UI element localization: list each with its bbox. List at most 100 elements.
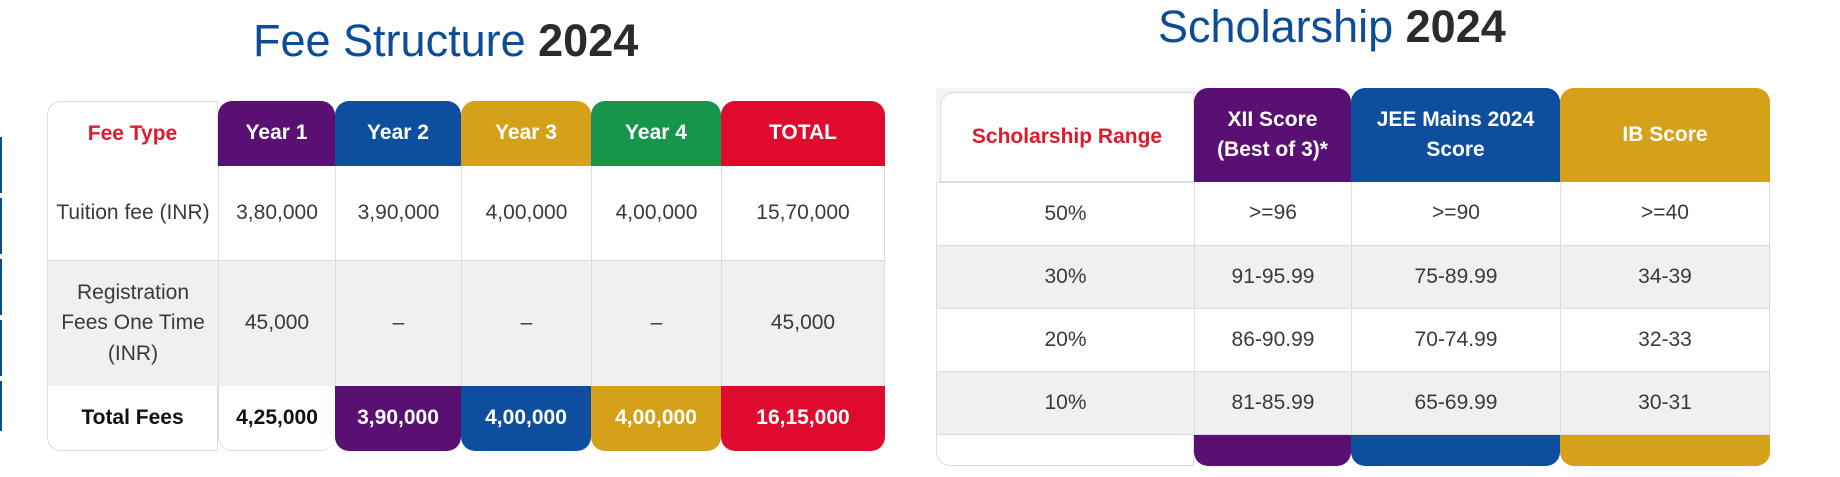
sch-cell-text: >=96 [1249, 201, 1297, 225]
sch-cell-text: 91-95.99 [1231, 264, 1315, 288]
fee-title-text: Fee Structure [253, 15, 526, 66]
fee-footer-year-3: 4,00,000 [461, 386, 591, 451]
sch-header-xii-score: XII Score (Best of 3)* [1194, 88, 1351, 182]
fee-row-tuition-total: 15,70,000 [721, 166, 885, 261]
sch-header-range: Scholarship Range [936, 88, 1194, 182]
fee-footer-year-1: 4,25,000 [218, 386, 335, 451]
fee-cell-text: 4,00,000 [615, 200, 698, 224]
fee-cell-text: Registration Fees One Time (INR) [61, 280, 205, 365]
fee-row-tuition-year-3: 4,00,000 [461, 166, 591, 261]
edge-bar [0, 259, 2, 315]
fee-structure-title: Fee Structure 2024 [253, 18, 638, 63]
sch-row-jee: 70-74.99 [1351, 309, 1560, 372]
fee-title-year: 2024 [538, 15, 639, 66]
fee-header-total: TOTAL [721, 101, 885, 166]
fee-header-fee-type: Fee Type [47, 101, 218, 166]
sch-cell-text: 10% [1044, 390, 1087, 414]
sch-row-range: 10% [936, 372, 1194, 435]
fee-header-label: Year 4 [625, 121, 687, 145]
sch-footer-range [936, 435, 1194, 466]
sch-footer-ib [1560, 435, 1770, 466]
fee-header-label: Fee Type [87, 121, 178, 145]
sch-cell-text: >=90 [1432, 201, 1480, 225]
fee-footer-text: 4,00,000 [615, 406, 697, 430]
fee-row-registration-year-4: – [591, 261, 721, 386]
sch-row-xii: 81-85.99 [1194, 372, 1351, 435]
fee-row-registration-year-2: – [335, 261, 461, 386]
fee-footer-total-fees-label: Total Fees [47, 386, 218, 451]
sch-cell-text: 75-89.99 [1414, 264, 1498, 288]
sch-header-jee-score: JEE Mains 2024 Score [1351, 88, 1560, 182]
fee-footer-text: 4,25,000 [236, 405, 318, 429]
fee-header-label: TOTAL [768, 121, 838, 145]
sch-header-label: IB Score [1622, 122, 1708, 146]
fee-cell-text: 45,000 [770, 311, 836, 335]
fee-row-registration-year-1: 45,000 [218, 261, 335, 386]
sch-cell-text: 70-74.99 [1414, 327, 1498, 351]
scholarship-title-text: Scholarship [1158, 1, 1394, 52]
edge-bar [0, 137, 2, 193]
sch-cell-text: >=40 [1641, 201, 1689, 225]
fee-row-tuition-year-1: 3,80,000 [218, 166, 335, 261]
fee-cell-text: 3,80,000 [236, 200, 318, 224]
edge-bar [0, 320, 2, 376]
edge-bar [0, 198, 2, 254]
sch-cell-text: 34-39 [1638, 264, 1692, 288]
fee-footer-year-2: 3,90,000 [335, 386, 461, 451]
scholarship-title-year: 2024 [1405, 1, 1506, 52]
fee-row-registration-total: 45,000 [721, 261, 885, 386]
fee-row-registration-label: Registration Fees One Time (INR) [47, 261, 218, 386]
fee-header-year-1: Year 1 [218, 101, 335, 166]
fee-header-year-3: Year 3 [461, 101, 591, 166]
sch-header-label: Scholarship Range [971, 124, 1163, 148]
fee-cell-text: 45,000 [244, 311, 310, 335]
sch-row-xii: 91-95.99 [1194, 246, 1351, 309]
sch-header-ib-score: IB Score [1560, 88, 1770, 182]
fee-cell-text: Tuition fee (INR) [56, 200, 210, 224]
fee-header-year-4: Year 4 [591, 101, 721, 166]
sch-cell-text: 86-90.99 [1231, 327, 1315, 351]
sch-footer-jee [1351, 435, 1560, 466]
edge-bar [0, 381, 2, 431]
fee-footer-text: 16,15,000 [756, 406, 850, 430]
sch-header-label: XII Score (Best of 3)* [1217, 107, 1328, 161]
fee-row-tuition-label: Tuition fee (INR) [47, 166, 218, 261]
sch-row-jee: 65-69.99 [1351, 372, 1560, 435]
fee-header-label: Year 1 [245, 121, 308, 145]
scholarship-title: Scholarship 2024 [1158, 4, 1506, 49]
fee-cell-text: – [650, 311, 663, 335]
sch-row-range: 30% [936, 246, 1194, 309]
scholarship-table: Scholarship Range XII Score (Best of 3)*… [936, 88, 1774, 466]
sch-header-label: JEE Mains 2024 Score [1376, 107, 1535, 161]
fee-footer-total: 16,15,000 [721, 386, 885, 451]
sch-row-jee: 75-89.99 [1351, 246, 1560, 309]
fee-footer-text: 4,00,000 [485, 406, 567, 430]
fee-cell-text: 3,90,000 [357, 200, 440, 224]
fee-structure-table: Fee Type Year 1 Year 2 Year 3 Year 4 TOT… [47, 101, 885, 451]
sch-cell-text: 30-31 [1638, 390, 1692, 414]
sch-cell-text: 81-85.99 [1231, 390, 1315, 414]
fee-footer-year-4: 4,00,000 [591, 386, 721, 451]
sch-cell-text: 20% [1044, 327, 1087, 351]
fee-cell-text: 4,00,000 [485, 200, 568, 224]
sch-row-ib: >=40 [1560, 182, 1770, 246]
fee-cell-text: – [520, 311, 533, 335]
sch-header-range-box: Scholarship Range [940, 92, 1194, 182]
sch-cell-text: 65-69.99 [1414, 390, 1498, 414]
fee-header-label: Year 2 [367, 121, 429, 145]
sch-footer-xii [1194, 435, 1351, 466]
sch-cell-text: 30% [1044, 264, 1087, 288]
sch-cell-text: 50% [1044, 201, 1087, 225]
fee-footer-text: Total Fees [81, 405, 184, 429]
sch-row-xii: 86-90.99 [1194, 309, 1351, 372]
sch-row-range: 20% [936, 309, 1194, 372]
fee-header-label: Year 3 [495, 121, 557, 145]
fee-row-registration-year-3: – [461, 261, 591, 386]
sch-row-ib: 34-39 [1560, 246, 1770, 309]
sch-row-range: 50% [936, 182, 1194, 246]
fee-header-year-2: Year 2 [335, 101, 461, 166]
fee-cell-text: – [392, 311, 405, 335]
fee-cell-text: 15,70,000 [756, 200, 850, 224]
sch-cell-text: 32-33 [1638, 327, 1692, 351]
sch-row-jee: >=90 [1351, 182, 1560, 246]
